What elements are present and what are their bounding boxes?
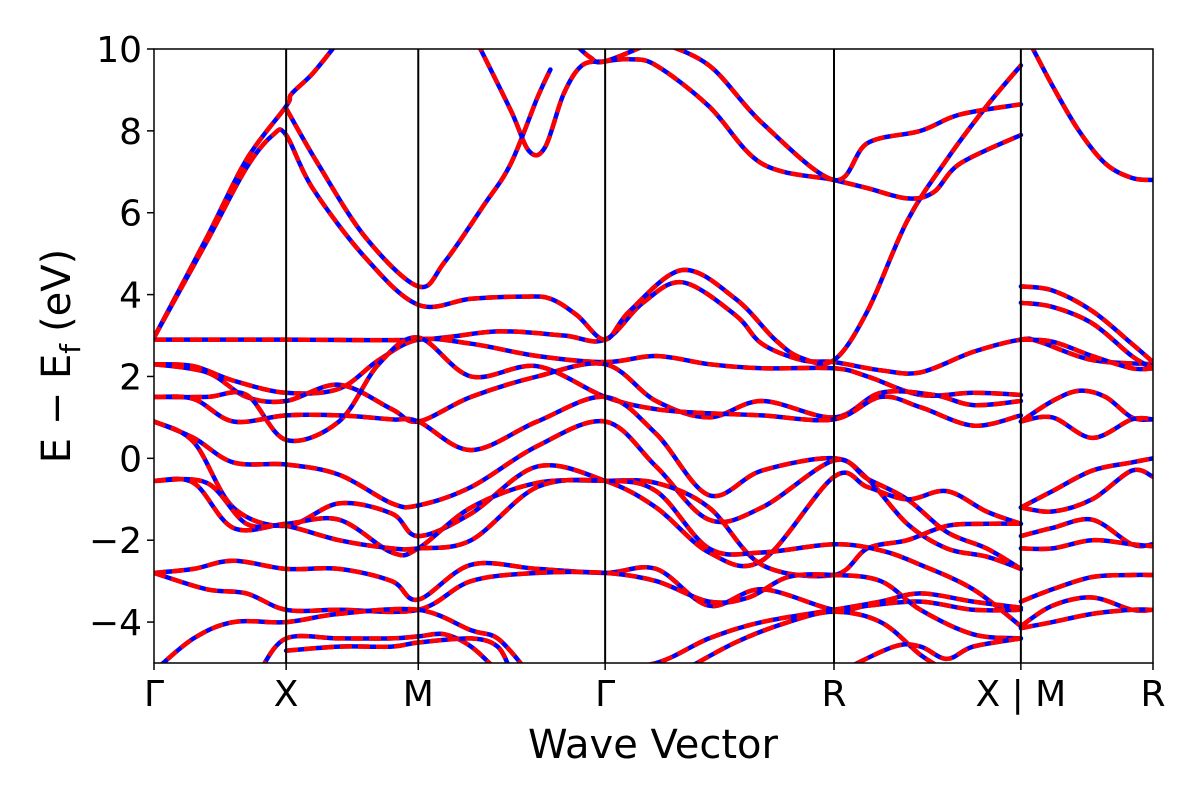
x-tick-label: M <box>403 674 434 715</box>
band-line-dashed-29 <box>1019 456 1153 510</box>
band-line-dashed-8 <box>154 336 1022 398</box>
y-axis-label-unit: (eV) <box>34 249 80 332</box>
x-tick-label: R <box>821 674 846 715</box>
y-axis-label-subscript: f <box>54 343 87 354</box>
y-axis-label-main: E − E <box>34 354 80 464</box>
y-tick-label: 2 <box>119 357 142 398</box>
band-line-dashed-28 <box>1020 414 1153 441</box>
band-line-dashed-19 <box>262 631 493 663</box>
band-line-dashed-4 <box>477 49 1022 201</box>
x-tick-label: X <box>274 674 299 715</box>
y-tick-label: 10 <box>96 30 142 71</box>
x-tick-label: X | M <box>975 674 1066 715</box>
x-axis-ticks: Γ X M Γ R X | M R <box>144 663 1166 715</box>
band-line-dashed-0 <box>154 279 1153 376</box>
band-line-dashed-13 <box>154 419 1022 569</box>
band-line-dashed-35 <box>1020 607 1153 631</box>
y-tick-label: 8 <box>119 112 142 153</box>
band-line-dashed-1 <box>154 49 336 339</box>
y-axis-label: E − Ef (eV) <box>34 249 87 464</box>
y-tick-label: 6 <box>119 194 142 235</box>
band-line-solid-5 <box>576 49 643 65</box>
band-line-dashed-23 <box>852 636 1022 663</box>
band-line-dashed-18 <box>159 606 524 663</box>
x-tick-label: Γ <box>144 674 164 715</box>
y-tick-label: −2 <box>89 521 142 562</box>
y-tick-label: −4 <box>89 603 142 644</box>
band-line-dashed-2 <box>154 63 1023 367</box>
band-line-dashed-10 <box>154 335 1022 444</box>
high-symmetry-lines <box>285 49 1022 663</box>
band-line-dashed-32 <box>1020 537 1153 552</box>
y-tick-label: 0 <box>119 439 142 480</box>
y-tick-label: 4 <box>119 276 142 317</box>
band-line-dashed-25 <box>1020 300 1153 371</box>
band-line-dashed-9 <box>154 361 1022 425</box>
band-line-dashed-30 <box>1020 467 1153 515</box>
band-line-dashed-6 <box>671 49 1022 183</box>
band-line-dashed-7 <box>1030 49 1153 183</box>
y-axis-ticks: −4 −2 0 2 4 6 8 10 <box>89 30 154 644</box>
x-tick-label: R <box>1140 674 1165 715</box>
band-line-dashed-24 <box>1020 284 1153 364</box>
band-line-dashed-17 <box>154 569 1022 641</box>
band-line-dashed-26 <box>1020 337 1153 372</box>
x-axis-label: Wave Vector <box>528 722 779 768</box>
plot-frame <box>153 48 1154 664</box>
band-line-dashed-33 <box>1020 572 1153 604</box>
band-line-dashed-3 <box>284 68 553 290</box>
x-tick-label: Γ <box>595 674 615 715</box>
